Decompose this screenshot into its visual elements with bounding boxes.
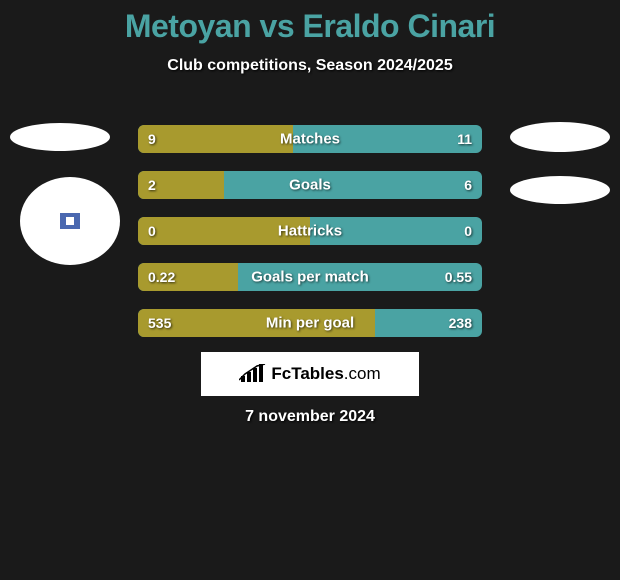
avatar-left-large <box>20 177 120 265</box>
bar-label: Matches <box>280 131 340 148</box>
bar-value-left: 0 <box>148 223 156 239</box>
page-title: Metoyan vs Eraldo Cinari <box>0 0 620 45</box>
brand-text: FcTables.com <box>271 364 380 384</box>
bar-label: Goals per match <box>251 269 369 286</box>
avatar-right-1 <box>510 122 610 152</box>
bar-row: 0 Hattricks 0 <box>138 217 482 245</box>
bar-value-left: 0.22 <box>148 269 175 285</box>
bar-row: 0.22 Goals per match 0.55 <box>138 263 482 291</box>
bar-value-right: 6 <box>464 177 472 193</box>
bar-value-left: 2 <box>148 177 156 193</box>
brand-chart-icon <box>239 364 267 384</box>
bar-value-left: 9 <box>148 131 156 147</box>
subtitle: Club competitions, Season 2024/2025 <box>0 57 620 75</box>
bar-left-fill <box>138 125 293 153</box>
brand-badge: FcTables.com <box>201 352 419 396</box>
brand-text-bold: FcTables <box>271 364 343 383</box>
bar-row: 2 Goals 6 <box>138 171 482 199</box>
bar-value-right: 11 <box>457 131 472 147</box>
avatar-placeholder-icon <box>60 213 80 229</box>
comparison-bars: 9 Matches 11 2 Goals 6 0 Hattricks 0 0.22 Goals pe… <box>138 125 482 355</box>
bar-label: Min per goal <box>266 315 354 332</box>
bar-row: 535 Min per goal 238 <box>138 309 482 337</box>
avatar-left-small <box>10 123 110 151</box>
footer-date: 7 november 2024 <box>245 408 375 426</box>
bar-value-left: 535 <box>148 315 171 331</box>
bar-value-right: 238 <box>449 315 472 331</box>
brand-text-light: .com <box>344 364 381 383</box>
bar-label: Goals <box>289 177 331 194</box>
bar-value-right: 0 <box>464 223 472 239</box>
bar-value-right: 0.55 <box>445 269 472 285</box>
bar-row: 9 Matches 11 <box>138 125 482 153</box>
bar-label: Hattricks <box>278 223 342 240</box>
avatar-right-2 <box>510 176 610 204</box>
